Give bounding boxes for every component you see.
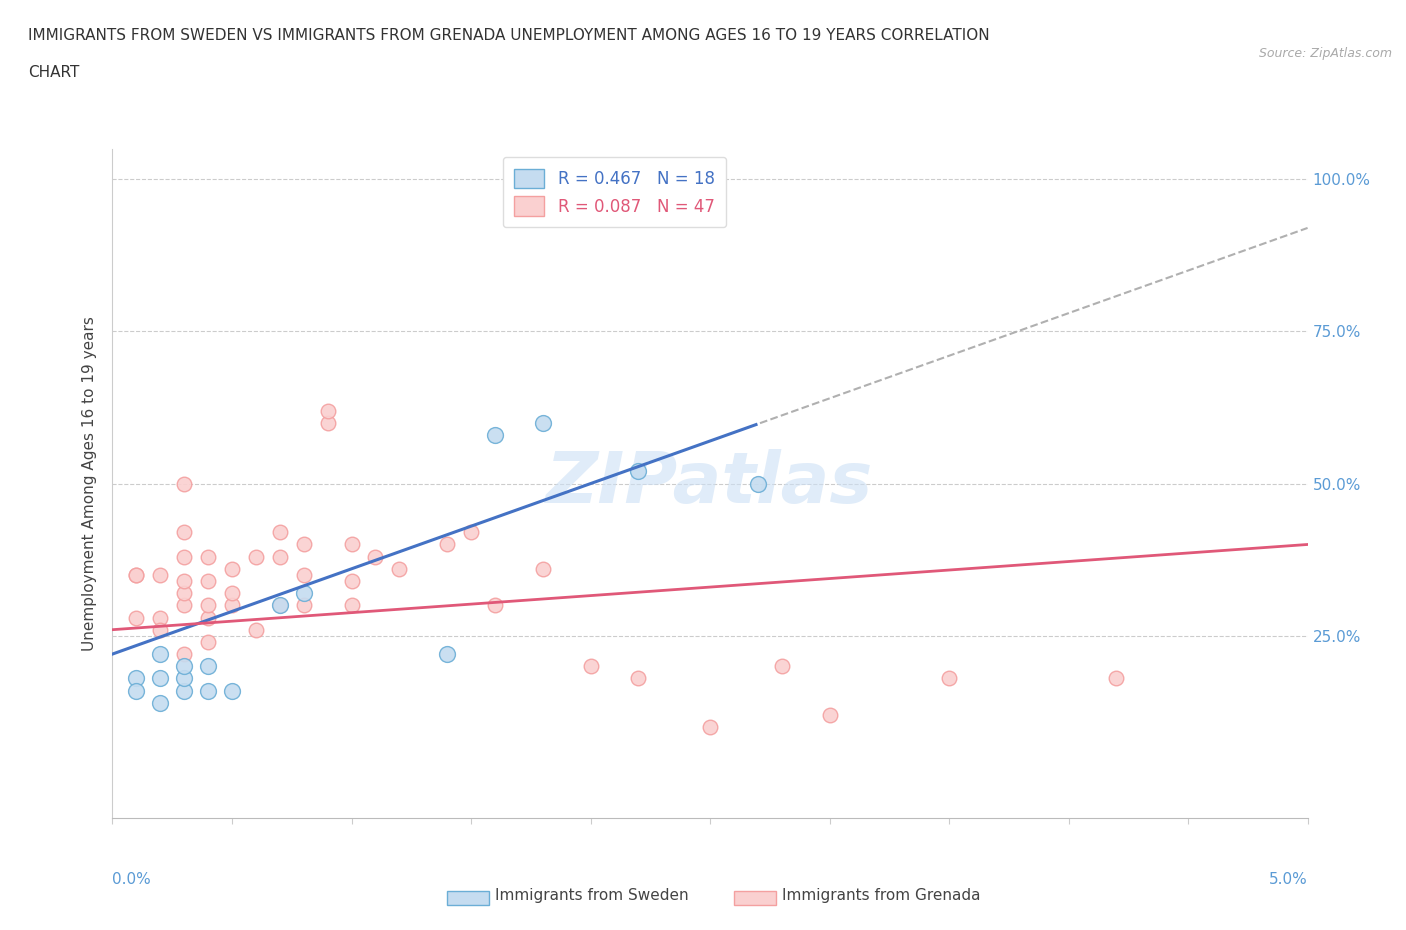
Point (531, 416, 554, 431)
Point (436, 646, 458, 661)
Point (173, 646, 195, 661)
Point (340, 537, 363, 551)
Point (1105, 671, 1128, 685)
Point (197, 658, 219, 673)
Point (125, 567, 148, 582)
Point (747, 476, 769, 491)
Point (125, 567, 148, 582)
Point (627, 464, 650, 479)
Text: IMMIGRANTS FROM SWEDEN VS IMMIGRANTS FROM GRENADA UNEMPLOYMENT AMONG AGES 16 TO : IMMIGRANTS FROM SWEDEN VS IMMIGRANTS FRO… (28, 28, 990, 43)
Point (269, 598, 291, 613)
Point (221, 598, 243, 613)
Point (340, 598, 363, 613)
Point (938, 671, 960, 685)
Point (173, 476, 195, 491)
Point (627, 671, 650, 685)
Point (173, 658, 195, 673)
Point (364, 550, 387, 565)
Point (292, 567, 315, 582)
Point (173, 574, 195, 589)
Point (197, 574, 219, 589)
Point (125, 610, 148, 625)
Point (221, 562, 243, 577)
Point (197, 634, 219, 649)
Point (149, 567, 172, 582)
Point (269, 550, 291, 565)
Point (173, 684, 195, 698)
Point (579, 658, 602, 673)
Point (149, 610, 172, 625)
Y-axis label: Unemployment Among Ages 16 to 19 years: Unemployment Among Ages 16 to 19 years (82, 316, 97, 651)
Point (173, 586, 195, 601)
Text: Immigrants from Grenada: Immigrants from Grenada (782, 888, 980, 903)
Point (197, 598, 219, 613)
Point (292, 586, 315, 601)
Point (818, 708, 841, 723)
Point (436, 537, 458, 551)
Point (484, 428, 506, 443)
Point (388, 562, 411, 577)
Text: Immigrants from Sweden: Immigrants from Sweden (495, 888, 689, 903)
Point (484, 598, 506, 613)
Point (245, 622, 267, 637)
Point (292, 598, 315, 613)
Point (340, 574, 363, 589)
Point (149, 671, 172, 685)
Point (149, 646, 172, 661)
Legend: R = 0.467   N = 18, R = 0.087   N = 47: R = 0.467 N = 18, R = 0.087 N = 47 (502, 157, 727, 227)
FancyBboxPatch shape (734, 891, 776, 906)
Point (699, 720, 721, 735)
Point (770, 658, 793, 673)
Point (197, 684, 219, 698)
Point (197, 550, 219, 565)
Point (125, 671, 148, 685)
Point (173, 671, 195, 685)
Point (316, 416, 339, 431)
Point (460, 525, 482, 539)
Point (173, 598, 195, 613)
Point (149, 696, 172, 711)
Point (173, 550, 195, 565)
Text: CHART: CHART (28, 65, 80, 80)
Text: Source: ZipAtlas.com: Source: ZipAtlas.com (1258, 46, 1392, 60)
Point (531, 562, 554, 577)
Point (245, 550, 267, 565)
Point (292, 537, 315, 551)
Point (149, 622, 172, 637)
Point (221, 586, 243, 601)
Point (197, 610, 219, 625)
Point (269, 598, 291, 613)
Text: 0.0%: 0.0% (112, 872, 152, 887)
Text: ZIPatlas: ZIPatlas (547, 449, 873, 518)
FancyBboxPatch shape (447, 891, 489, 906)
Point (173, 525, 195, 539)
Point (221, 684, 243, 698)
Point (316, 403, 339, 418)
Text: 5.0%: 5.0% (1268, 872, 1308, 887)
Point (269, 525, 291, 539)
Point (125, 684, 148, 698)
